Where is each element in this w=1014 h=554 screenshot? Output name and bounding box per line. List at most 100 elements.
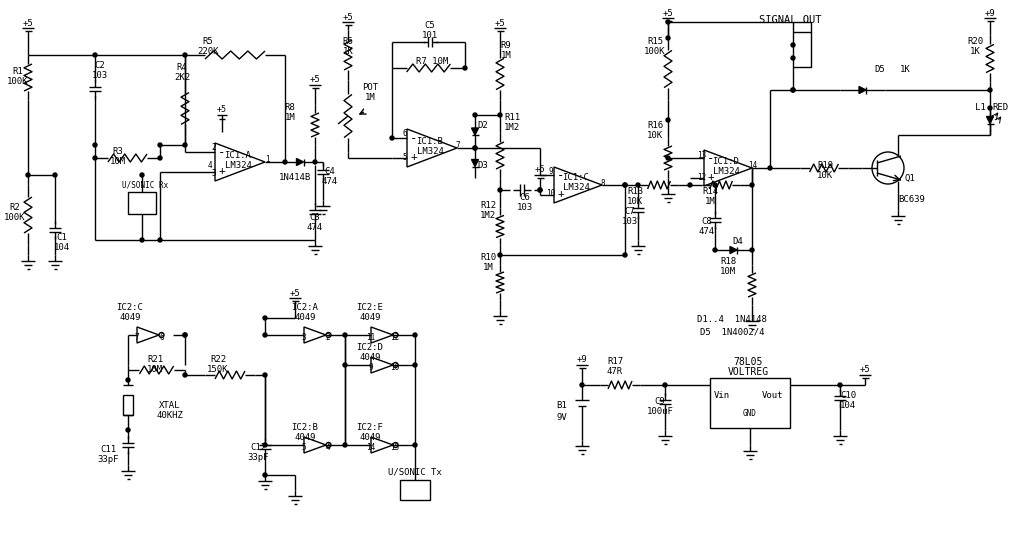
Text: C5: C5 — [425, 20, 435, 29]
Circle shape — [791, 88, 795, 92]
Text: 4049: 4049 — [294, 314, 315, 322]
Circle shape — [313, 160, 317, 164]
Text: +5: +5 — [217, 105, 227, 115]
Bar — [400, 480, 430, 500]
Text: R9: R9 — [501, 40, 511, 49]
Text: R1: R1 — [12, 68, 23, 76]
Text: IC1:D: IC1:D — [713, 156, 739, 166]
Text: R7 10M: R7 10M — [416, 58, 448, 66]
Text: Q1: Q1 — [904, 173, 916, 182]
Text: +: + — [219, 167, 225, 177]
Text: R16: R16 — [647, 121, 663, 130]
Text: IC2:F: IC2:F — [357, 423, 383, 433]
Text: +: + — [411, 152, 418, 162]
Polygon shape — [987, 116, 994, 124]
Text: +: + — [708, 172, 715, 182]
Circle shape — [689, 183, 692, 187]
Circle shape — [183, 333, 187, 337]
Text: IC2:D: IC2:D — [357, 343, 383, 352]
Text: C6: C6 — [519, 193, 530, 203]
Text: C8: C8 — [702, 218, 713, 227]
Text: 4: 4 — [208, 161, 212, 170]
Text: -: - — [411, 132, 418, 145]
Text: 4049: 4049 — [294, 433, 315, 443]
Text: 10M: 10M — [147, 366, 163, 375]
Text: BC639: BC639 — [898, 196, 926, 204]
Circle shape — [183, 333, 187, 337]
Text: 103: 103 — [622, 218, 638, 227]
Text: VOLTREG: VOLTREG — [727, 367, 769, 377]
Text: R21: R21 — [147, 356, 163, 365]
Text: D2: D2 — [478, 121, 489, 130]
Text: 104: 104 — [54, 244, 70, 253]
Text: +: + — [558, 189, 565, 199]
Text: R12: R12 — [480, 201, 496, 209]
Text: 103: 103 — [517, 203, 533, 213]
Text: 474: 474 — [321, 177, 338, 187]
Circle shape — [663, 383, 667, 387]
Text: 10: 10 — [547, 188, 556, 197]
Circle shape — [413, 333, 417, 337]
Circle shape — [343, 443, 347, 447]
Text: 14: 14 — [366, 443, 375, 452]
Text: 4049: 4049 — [120, 314, 141, 322]
Text: Vin: Vin — [714, 391, 730, 399]
Text: R13: R13 — [627, 187, 643, 197]
Text: 7: 7 — [455, 141, 460, 151]
Circle shape — [666, 156, 670, 160]
Text: 47R: 47R — [607, 367, 623, 377]
Circle shape — [343, 363, 347, 367]
Text: R4: R4 — [176, 64, 188, 73]
Text: D1..4  1N4148: D1..4 1N4148 — [697, 315, 767, 325]
Bar — [710, 378, 790, 428]
Text: 100uF: 100uF — [647, 408, 673, 417]
Circle shape — [93, 53, 97, 57]
Circle shape — [263, 316, 267, 320]
Circle shape — [666, 36, 670, 40]
Polygon shape — [296, 158, 303, 166]
Text: +5: +5 — [22, 18, 33, 28]
Circle shape — [538, 188, 542, 192]
Circle shape — [126, 428, 130, 432]
Text: IC2:E: IC2:E — [357, 304, 383, 312]
Bar — [793, 32, 811, 67]
Text: LM324: LM324 — [224, 161, 251, 170]
Bar — [123, 395, 133, 415]
Text: 100K: 100K — [7, 78, 28, 86]
Polygon shape — [472, 160, 479, 167]
Text: C2: C2 — [94, 60, 105, 69]
Circle shape — [473, 146, 477, 150]
Text: +5: +5 — [662, 8, 673, 18]
Circle shape — [623, 183, 627, 187]
Circle shape — [26, 173, 30, 177]
Circle shape — [263, 333, 267, 337]
Text: 1M: 1M — [501, 50, 511, 59]
Text: 15: 15 — [390, 443, 400, 452]
Text: POT: POT — [362, 84, 378, 93]
Text: 5: 5 — [302, 443, 306, 452]
Circle shape — [791, 88, 795, 92]
Text: 11: 11 — [366, 332, 375, 341]
Text: R14: R14 — [702, 187, 718, 197]
Circle shape — [343, 333, 347, 337]
Circle shape — [666, 20, 670, 24]
Text: +5: +5 — [534, 166, 546, 175]
Text: R3: R3 — [113, 147, 124, 156]
Text: 1K: 1K — [899, 65, 911, 74]
Text: LM324: LM324 — [713, 167, 739, 176]
Circle shape — [750, 183, 754, 187]
Text: 4: 4 — [325, 443, 331, 452]
Circle shape — [498, 188, 502, 192]
Circle shape — [413, 363, 417, 367]
Circle shape — [140, 238, 144, 242]
Text: 1N414B: 1N414B — [279, 173, 311, 182]
Circle shape — [623, 183, 627, 187]
Circle shape — [413, 443, 417, 447]
Text: R11: R11 — [504, 114, 520, 122]
Text: IC1:C: IC1:C — [563, 173, 589, 182]
Text: R19: R19 — [817, 161, 834, 170]
Text: 220K: 220K — [198, 48, 219, 57]
Circle shape — [636, 183, 640, 187]
Text: 9: 9 — [369, 362, 373, 372]
Text: +5: +5 — [343, 13, 353, 22]
